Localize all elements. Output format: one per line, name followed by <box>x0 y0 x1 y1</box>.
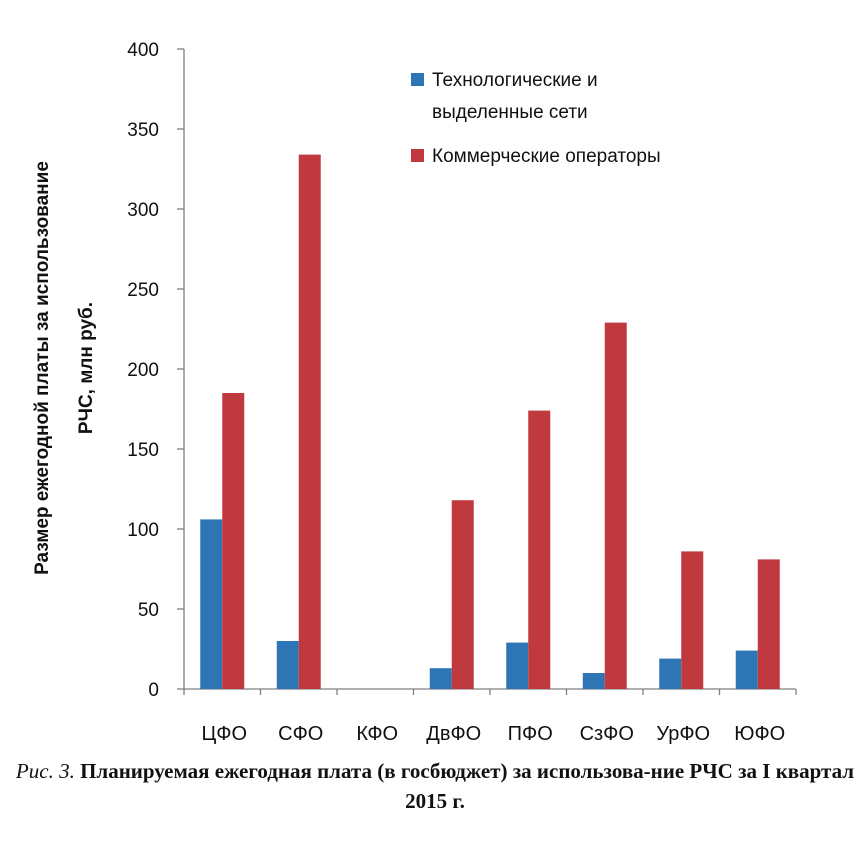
bar-tech <box>200 519 223 689</box>
bar-commercial <box>298 154 321 690</box>
y-tick-label: 300 <box>127 200 159 221</box>
y-tick-label: 150 <box>127 440 159 461</box>
y-tick-label: 400 <box>127 40 159 61</box>
x-tick-label: КФО <box>356 723 398 745</box>
y-tick-label: 100 <box>127 520 159 541</box>
bar-tech <box>659 658 682 689</box>
bar-commercial <box>451 500 474 689</box>
bar-commercial <box>681 551 704 689</box>
y-tick-label: 250 <box>127 280 159 301</box>
legend-label-tech-line1: Технологические и <box>432 70 598 91</box>
bar-commercial <box>757 559 780 689</box>
legend: Технологические и выделенные сети Коммер… <box>411 70 661 167</box>
legend-label-tech-line2: выделенные сети <box>432 102 588 123</box>
bar-tech <box>429 668 452 689</box>
legend-label-commercial: Коммерческие операторы <box>432 146 661 167</box>
bar-tech <box>506 642 529 689</box>
y-tick-labels: 0 50 100 150 200 250 300 350 400 <box>127 40 159 701</box>
x-tick-label: ПФО <box>508 723 553 745</box>
bar-commercial <box>604 322 627 689</box>
bar-commercial <box>222 393 245 689</box>
bar-chart: 0 50 100 150 200 250 300 350 400 ЦФО СФО КФО ДвФО ПФ… <box>32 40 797 745</box>
y-tick-label: 200 <box>127 360 159 381</box>
legend-swatch-tech <box>411 73 424 86</box>
x-tick-label: ЮФО <box>734 723 785 745</box>
legend-swatch-commercial <box>411 149 424 162</box>
x-tick-label: УрФО <box>656 723 710 745</box>
figure-caption: Рис. 3. Планируемая ежегодная плата (в г… <box>10 756 860 816</box>
y-tick-label: 350 <box>127 120 159 141</box>
bar-tech <box>735 650 758 689</box>
chart-bars <box>200 154 780 690</box>
y-axis-label-line2: РЧС, млн руб. <box>76 302 97 434</box>
bar-tech <box>276 641 299 689</box>
x-tick-label: СФО <box>278 723 323 745</box>
y-axis-label-line1: Размер ежегодной платы за использование <box>32 161 53 575</box>
figure-title: Планируемая ежегодная плата (в госбюджет… <box>80 759 855 813</box>
x-tick-label: ЦФО <box>201 723 247 745</box>
bar-commercial <box>528 410 551 689</box>
y-tick-label: 0 <box>148 680 159 701</box>
category-labels: ЦФО СФО КФО ДвФО ПФО СзФО УрФО ЮФО <box>201 723 785 745</box>
x-tick-label: СзФО <box>580 723 634 745</box>
y-tick-label: 50 <box>138 600 159 621</box>
bar-tech <box>582 673 605 689</box>
x-tick-label: ДвФО <box>426 723 481 745</box>
figure-label: Рис. 3. <box>15 759 75 783</box>
